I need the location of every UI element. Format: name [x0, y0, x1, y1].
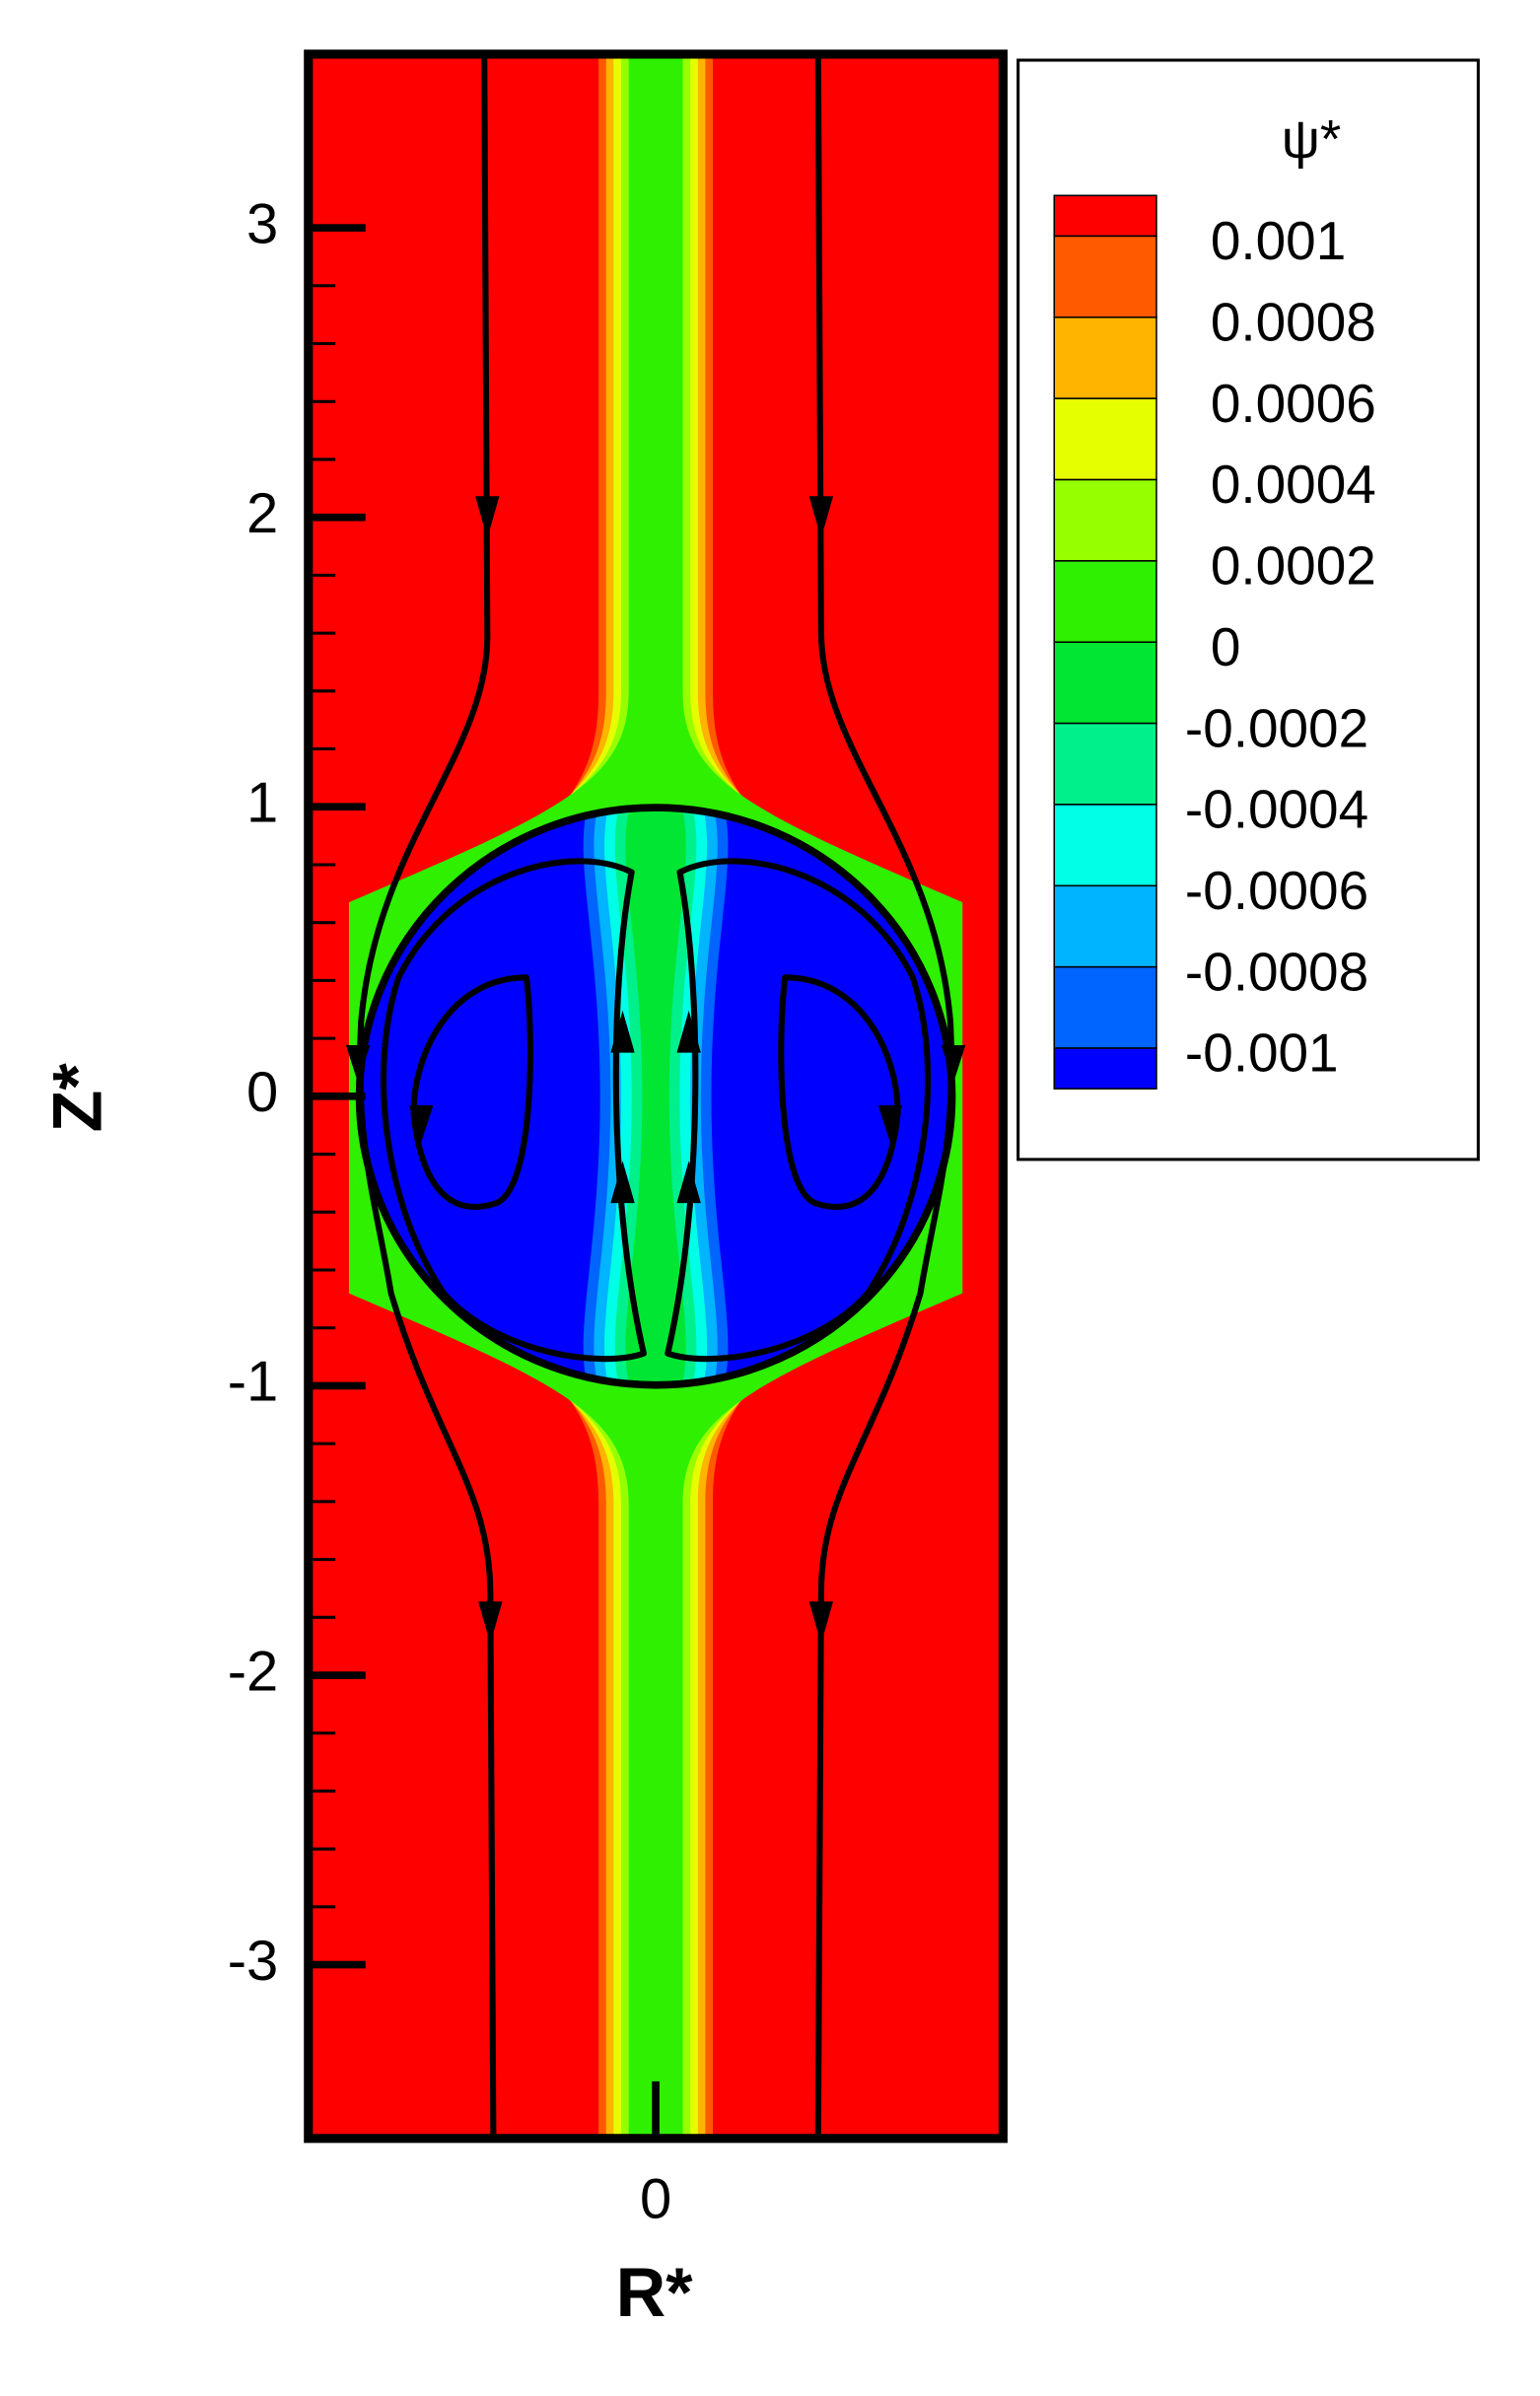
legend-title: ψ* — [1282, 107, 1342, 169]
legend-label: 0 — [1211, 616, 1241, 677]
legend: 0.001 0.0008 0.0006 0.0004 0.0002 0 -0.0002 -0.… — [1053, 194, 1376, 1090]
legend-swatch — [1053, 1047, 1157, 1090]
x-axis-label: R* — [616, 2253, 694, 2331]
legend-swatch — [1053, 235, 1157, 318]
axes: -3 -2 -1 0 1 2 3 0 — [228, 192, 671, 2230]
streamline — [357, 53, 497, 2139]
legend-swatch — [1053, 722, 1157, 806]
legend-swatch — [1053, 884, 1157, 968]
legend-label: 0.0006 — [1211, 373, 1376, 434]
y-tick-label: -1 — [228, 1351, 279, 1414]
y-tick-label: 0 — [246, 1061, 278, 1124]
streamlines — [345, 53, 966, 2139]
contour-region — [625, 808, 686, 1385]
legend-label: -0.0002 — [1185, 697, 1368, 758]
x-tick-label: 0 — [640, 2168, 671, 2231]
legend-swatch — [1053, 478, 1157, 562]
legend-swatch — [1053, 317, 1157, 399]
y-tick-label: 1 — [246, 772, 278, 835]
y-axis-label: Z* — [38, 1063, 116, 1133]
legend-label: 0.0004 — [1211, 454, 1376, 515]
legend-swatch — [1053, 804, 1157, 887]
streamline — [814, 53, 955, 2139]
y-tick-label: -2 — [228, 1640, 279, 1703]
legend-swatch — [1053, 560, 1157, 644]
y-tick-label: -3 — [228, 1930, 279, 1993]
streamline — [410, 974, 533, 1210]
streamline — [381, 858, 647, 1363]
legend-label: 0.001 — [1211, 210, 1346, 271]
legend-label: -0.0008 — [1185, 941, 1368, 1002]
y-tick-label: 3 — [246, 192, 278, 255]
y-tick-label: 2 — [246, 482, 278, 545]
legend-label: -0.0006 — [1185, 860, 1368, 921]
legend-label: -0.001 — [1185, 1022, 1339, 1084]
legend-swatch — [1053, 965, 1157, 1049]
legend-label: 0.0002 — [1211, 535, 1376, 597]
legend-swatch — [1053, 397, 1157, 481]
legend-label: -0.0004 — [1185, 779, 1368, 840]
legend-label: 0.0008 — [1211, 291, 1376, 352]
legend-swatch — [1053, 641, 1157, 725]
legend-swatch — [1053, 194, 1157, 238]
streamline — [778, 974, 901, 1210]
streamline — [665, 858, 932, 1363]
